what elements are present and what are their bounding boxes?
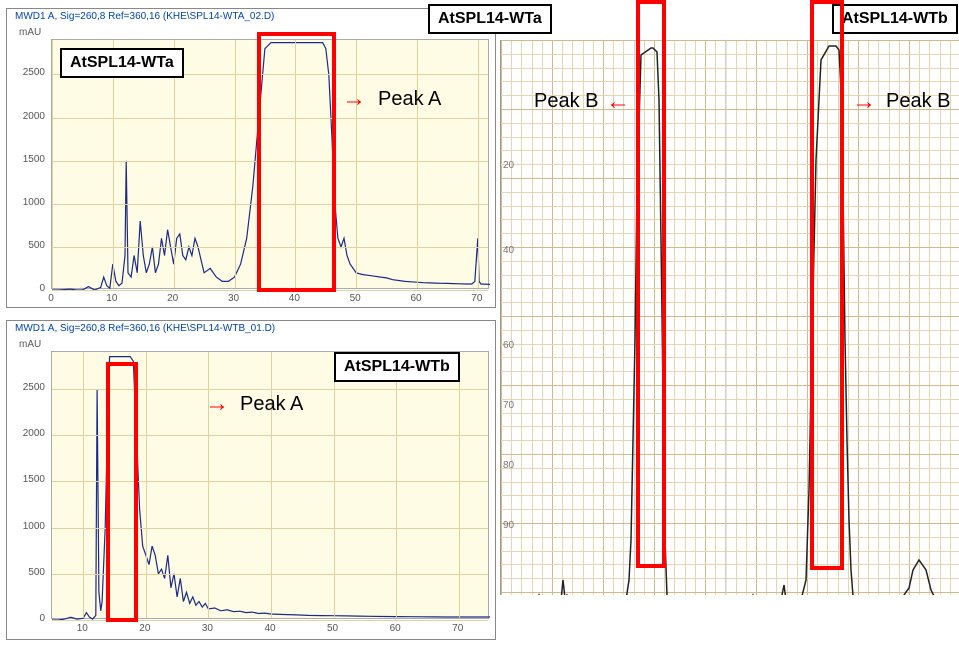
top-y-unit: mAU <box>19 27 41 38</box>
bot-peak-arrow-icon: → <box>205 392 229 416</box>
bot-y-unit: mAU <box>19 339 41 350</box>
bot-sample-label: AtSPL14-WTb <box>334 352 460 382</box>
top-peak-box <box>257 32 336 292</box>
top-y-axis: 05001000150020002500 <box>13 39 47 289</box>
right-traces <box>501 40 959 595</box>
top-sample-label: AtSPL14-WTa <box>60 48 184 78</box>
right-right-arrow-icon: → <box>852 90 876 114</box>
bot-peak-box <box>106 362 137 622</box>
top-chart-title: MWD1 A, Sig=260,8 Ref=360,16 (KHE\SPL14-… <box>15 11 274 22</box>
bot-peak-label: Peak A <box>240 393 303 416</box>
right-left-arrow-icon: ← <box>606 90 630 114</box>
right-right-peak-box <box>810 0 844 570</box>
right-right-sample-label: AtSPL14-WTb <box>832 4 958 34</box>
bot-x-axis: 10203040506070 <box>51 621 489 637</box>
top-peak-arrow-icon: → <box>342 87 366 111</box>
right-left-peak-label: Peak B <box>534 90 598 113</box>
bot-y-axis: 05001000150020002500 <box>13 351 47 619</box>
right-y-axis-left: 204060708090 <box>503 40 523 595</box>
left-panel: MWD1 A, Sig=260,8 Ref=360,16 (KHE\SPL14-… <box>0 0 500 652</box>
chart-recorder-paper <box>500 40 959 595</box>
top-peak-label: Peak A <box>378 88 441 111</box>
right-panel: AtSPL14-WTa AtSPL14-WTb Peak B ← → Peak … <box>500 0 959 652</box>
bot-chart-title: MWD1 A, Sig=260,8 Ref=360,16 (KHE\SPL14-… <box>15 323 275 334</box>
top-x-axis: 010203040506070 <box>51 291 489 307</box>
right-right-peak-label: Peak B <box>886 90 950 113</box>
right-left-peak-box <box>636 0 666 568</box>
right-left-sample-label: AtSPL14-WTa <box>428 4 552 34</box>
